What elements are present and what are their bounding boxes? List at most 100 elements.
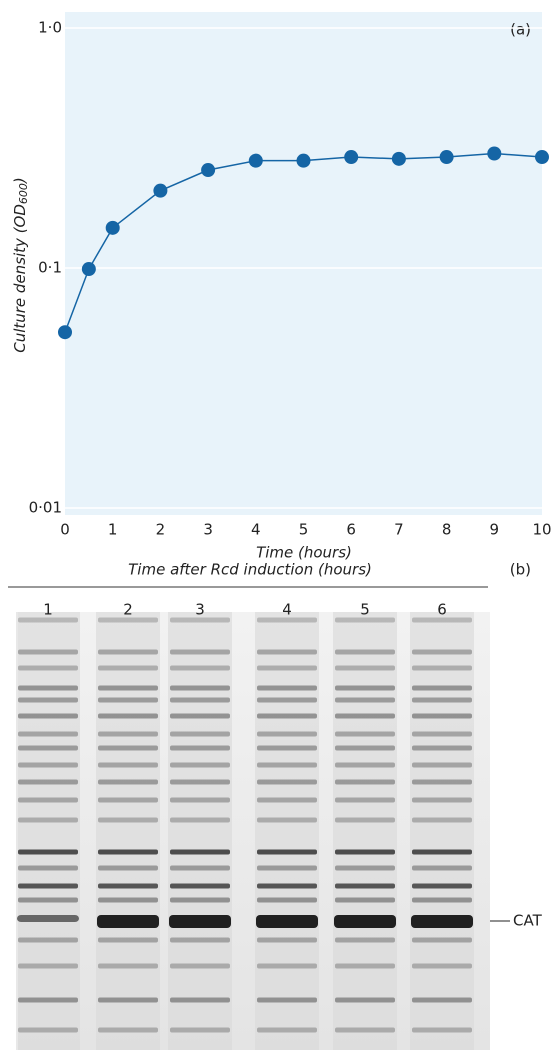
band — [257, 938, 317, 943]
band — [335, 650, 395, 655]
x-tick-label: 1 — [108, 521, 118, 539]
band — [335, 818, 395, 823]
y-tick-label: 0·1 — [38, 259, 62, 277]
band — [170, 866, 230, 871]
band — [170, 818, 230, 823]
band — [98, 686, 158, 691]
band — [412, 866, 472, 871]
lane-label: 3 — [195, 601, 205, 619]
band — [412, 850, 472, 855]
band — [335, 850, 395, 855]
band — [412, 698, 472, 703]
y-axis-title-sub: 600 — [17, 183, 30, 204]
band — [257, 650, 317, 655]
gel-panel-label: (b) — [510, 561, 531, 579]
band — [170, 798, 230, 803]
band — [335, 666, 395, 671]
band — [170, 780, 230, 785]
y-axis-title-main: Culture density (OD — [11, 204, 29, 353]
band — [257, 884, 317, 889]
band — [335, 898, 395, 903]
band — [98, 780, 158, 785]
band — [412, 746, 472, 751]
x-tick-label: 5 — [299, 521, 309, 539]
band — [18, 746, 78, 751]
data-point — [535, 150, 549, 164]
band — [98, 763, 158, 768]
band — [170, 1028, 230, 1033]
band — [412, 732, 472, 737]
band — [98, 866, 158, 871]
lane-label: 6 — [437, 601, 447, 619]
band — [412, 666, 472, 671]
band — [170, 686, 230, 691]
band — [170, 732, 230, 737]
band — [170, 898, 230, 903]
band — [257, 850, 317, 855]
band — [98, 698, 158, 703]
data-point — [249, 154, 263, 168]
band — [170, 698, 230, 703]
band — [257, 666, 317, 671]
band — [18, 650, 78, 655]
band — [412, 998, 472, 1003]
x-tick-label: 9 — [490, 521, 500, 539]
panel-label: (a) — [510, 21, 531, 39]
x-tick-label: 10 — [532, 521, 551, 539]
lane — [333, 612, 397, 1050]
data-point — [201, 163, 215, 177]
x-tick-label: 2 — [156, 521, 166, 539]
band — [412, 780, 472, 785]
data-point — [344, 150, 358, 164]
band — [18, 818, 78, 823]
band — [18, 1028, 78, 1033]
band — [98, 746, 158, 751]
band — [170, 650, 230, 655]
band — [257, 746, 317, 751]
band — [257, 798, 317, 803]
band — [170, 746, 230, 751]
band — [98, 964, 158, 969]
band — [257, 714, 317, 719]
band — [18, 964, 78, 969]
band — [98, 898, 158, 903]
plot-background — [65, 12, 542, 515]
band — [412, 650, 472, 655]
band — [335, 686, 395, 691]
band — [18, 850, 78, 855]
lane-label: 1 — [43, 601, 53, 619]
x-tick-label: 6 — [346, 521, 356, 539]
band — [170, 884, 230, 889]
band — [412, 686, 472, 691]
page: (a) Time (hours) Culture density (OD600)… — [0, 0, 553, 1052]
band — [412, 818, 472, 823]
lane — [96, 612, 160, 1050]
band — [98, 732, 158, 737]
x-tick-label: 4 — [251, 521, 261, 539]
band — [257, 732, 317, 737]
band — [412, 898, 472, 903]
band — [17, 915, 79, 922]
band — [170, 714, 230, 719]
band — [98, 998, 158, 1003]
x-tick-label: 8 — [442, 521, 452, 539]
band — [18, 686, 78, 691]
band — [257, 698, 317, 703]
band — [18, 798, 78, 803]
band — [335, 698, 395, 703]
band — [18, 938, 78, 943]
lane — [16, 612, 80, 1050]
y-tick-label: 1·0 — [38, 19, 62, 37]
band — [170, 938, 230, 943]
x-axis-title: Time (hours) — [256, 544, 352, 562]
band — [257, 1028, 317, 1033]
y-axis-title: Culture density (OD600) — [11, 177, 31, 353]
band-label: CAT — [513, 912, 543, 930]
band — [256, 915, 318, 928]
band — [412, 884, 472, 889]
gel-title: Time after Rcd induction (hours) — [128, 561, 372, 579]
band — [18, 714, 78, 719]
band — [335, 732, 395, 737]
band — [412, 763, 472, 768]
data-point — [153, 184, 167, 198]
